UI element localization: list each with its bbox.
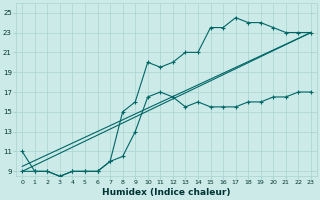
X-axis label: Humidex (Indice chaleur): Humidex (Indice chaleur) bbox=[102, 188, 231, 197]
